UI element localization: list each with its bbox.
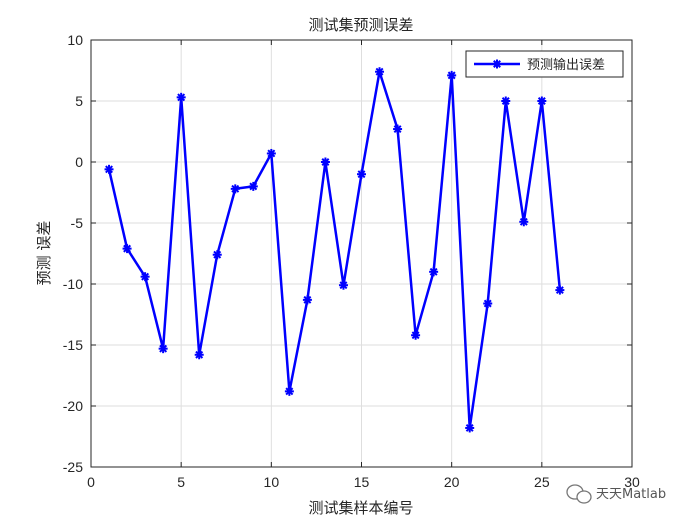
legend-asterisk [492, 59, 502, 69]
data-point [465, 423, 475, 433]
data-point [302, 295, 312, 305]
data-point [248, 181, 258, 191]
series-layer [104, 67, 565, 433]
x-tick-label: 10 [264, 474, 280, 490]
x-tick-label: 20 [444, 474, 460, 490]
y-tick-label: -15 [63, 337, 83, 353]
y-axis-label: 预测 误差 [35, 221, 53, 286]
data-point [483, 299, 493, 309]
legend: 预测输出误差 [465, 50, 624, 78]
data-point [537, 96, 547, 106]
watermark-text: 天天Matlab [596, 487, 666, 502]
y-tick-label: -25 [63, 459, 83, 475]
legend-label: 预测输出误差 [527, 57, 605, 73]
y-tick-label: -5 [71, 215, 84, 231]
watermark: 天天Matlab [566, 484, 666, 504]
data-point [104, 164, 114, 174]
data-point [447, 70, 457, 80]
x-axis-label: 测试集样本编号 [308, 499, 413, 517]
x-tick-label: 25 [534, 474, 550, 490]
x-tick-label: 0 [87, 474, 95, 490]
series-line [107, 70, 562, 430]
data-point [140, 272, 150, 282]
data-point [122, 244, 132, 254]
chart-title: 测试集预测误差 [308, 16, 413, 34]
data-point [212, 250, 222, 260]
y-tick-label: 0 [75, 154, 83, 170]
y-tick-label: 10 [67, 32, 83, 48]
data-point [501, 96, 511, 106]
x-tick-label: 15 [354, 474, 370, 490]
data-point [338, 280, 348, 290]
data-point [519, 217, 529, 227]
data-point [555, 285, 565, 295]
data-point [393, 124, 403, 134]
data-point [411, 330, 421, 340]
axis-ticks: 0 5 10 15 20 25 30 -25 -20 -15 -10 -5 0 5 10 [63, 32, 640, 490]
x-tick-label: 30 [624, 474, 640, 490]
data-point [375, 67, 385, 77]
data-point [176, 92, 186, 102]
data-point [320, 157, 330, 167]
y-tick-label: -20 [63, 398, 83, 414]
y-tick-label: 5 [75, 93, 83, 109]
data-point [357, 169, 366, 179]
data-point [266, 148, 276, 158]
y-tick-label: -10 [63, 276, 83, 292]
data-point [230, 184, 240, 194]
legend-marker-icon [492, 59, 502, 69]
x-tick-label: 5 [177, 474, 185, 490]
data-point [158, 344, 168, 354]
data-point [284, 386, 294, 396]
data-point [429, 267, 439, 277]
data-point [194, 350, 204, 360]
wechat-icon [566, 484, 592, 504]
